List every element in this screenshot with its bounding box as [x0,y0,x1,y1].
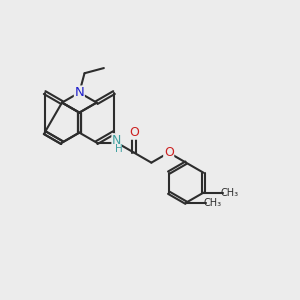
Text: O: O [129,126,139,139]
Text: O: O [164,146,174,159]
Text: N: N [112,134,122,147]
Text: CH₃: CH₃ [203,198,222,208]
Text: H: H [115,143,123,154]
Text: N: N [74,86,84,99]
Text: CH₃: CH₃ [221,188,239,198]
